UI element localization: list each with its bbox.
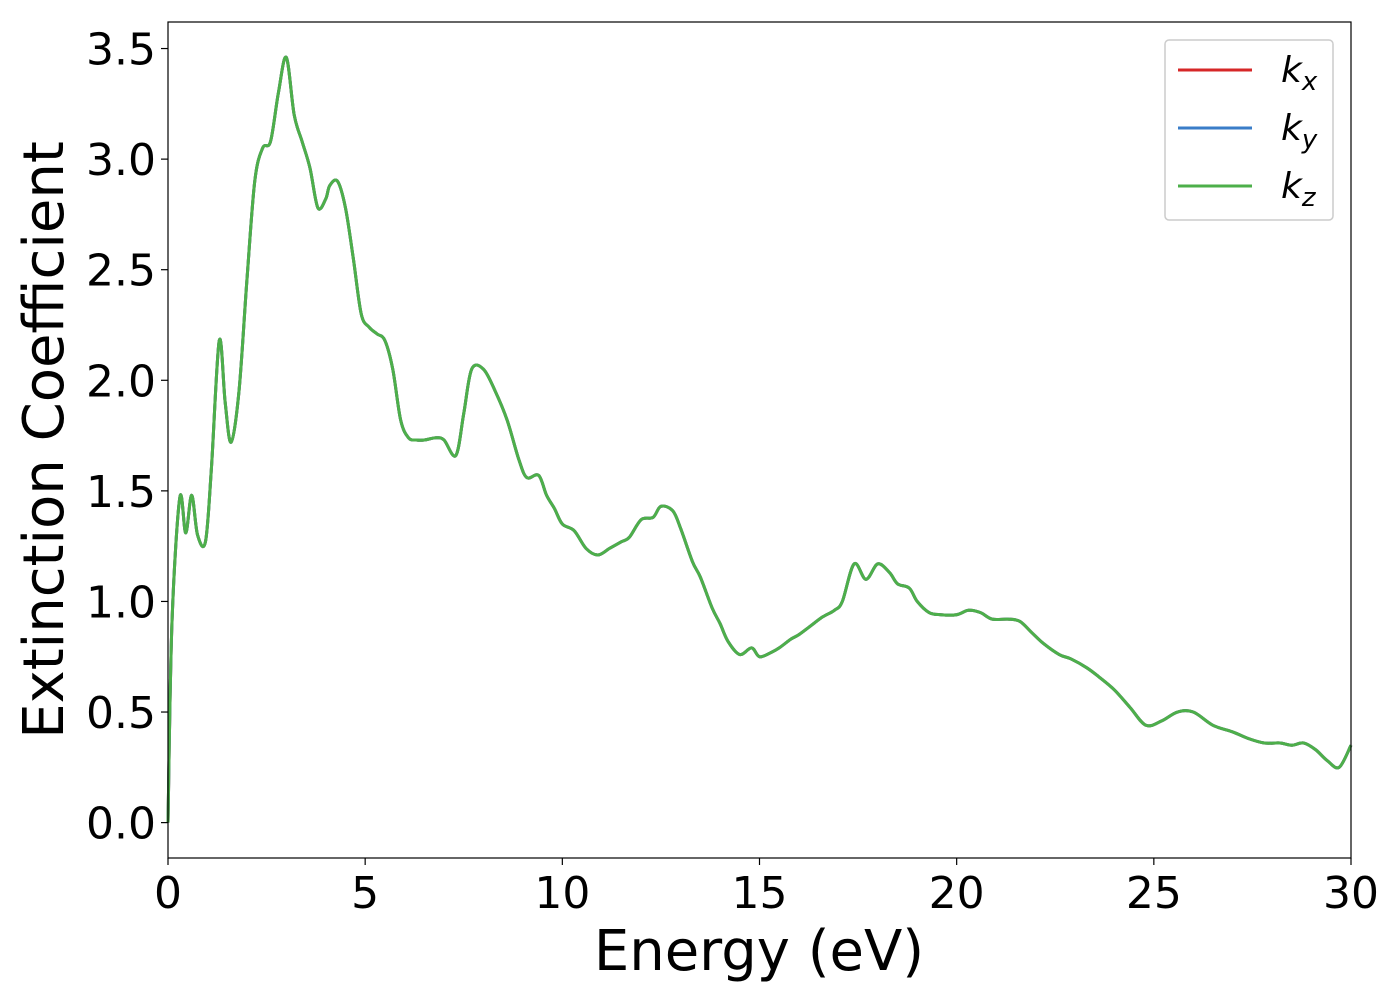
series-line-z	[166, 55, 1353, 823]
legend-label-x: kx	[1281, 50, 1318, 97]
y-tick-label: 3.5	[86, 25, 156, 76]
y-tick-label: 2.5	[86, 246, 156, 297]
y-tick-label: 1.0	[86, 577, 156, 628]
legend-label-z: kz	[1281, 166, 1317, 213]
y-tick-label: 2.0	[86, 356, 156, 407]
y-axis-title: Extinction Coefficient	[12, 141, 77, 739]
x-axis: 0 5 10 15 20 25 30	[154, 858, 1379, 919]
x-tick-label: 10	[534, 868, 590, 919]
y-axis: 0.0 0.5 1.0 1.5 2.0 2.5 3.0 3.5	[86, 25, 168, 850]
y-tick-label: 0.0	[86, 799, 156, 850]
x-axis-title: Energy (eV)	[594, 919, 924, 984]
series-layer	[166, 55, 1353, 823]
x-tick-label: 30	[1323, 868, 1379, 919]
x-tick-label: 15	[732, 868, 788, 919]
y-tick-label: 3.0	[86, 135, 156, 186]
legend-label-y: ky	[1281, 108, 1318, 155]
x-tick-label: 25	[1126, 868, 1182, 919]
y-tick-label: 1.5	[86, 467, 156, 518]
y-tick-label: 0.5	[86, 688, 156, 739]
legend-items: kx ky kz	[1178, 50, 1318, 213]
x-tick-label: 20	[929, 868, 985, 919]
x-tick-label: 5	[351, 868, 379, 919]
legend: kx ky kz	[1164, 39, 1334, 221]
x-tick-label: 0	[154, 868, 182, 919]
legend-box	[1164, 39, 1334, 221]
